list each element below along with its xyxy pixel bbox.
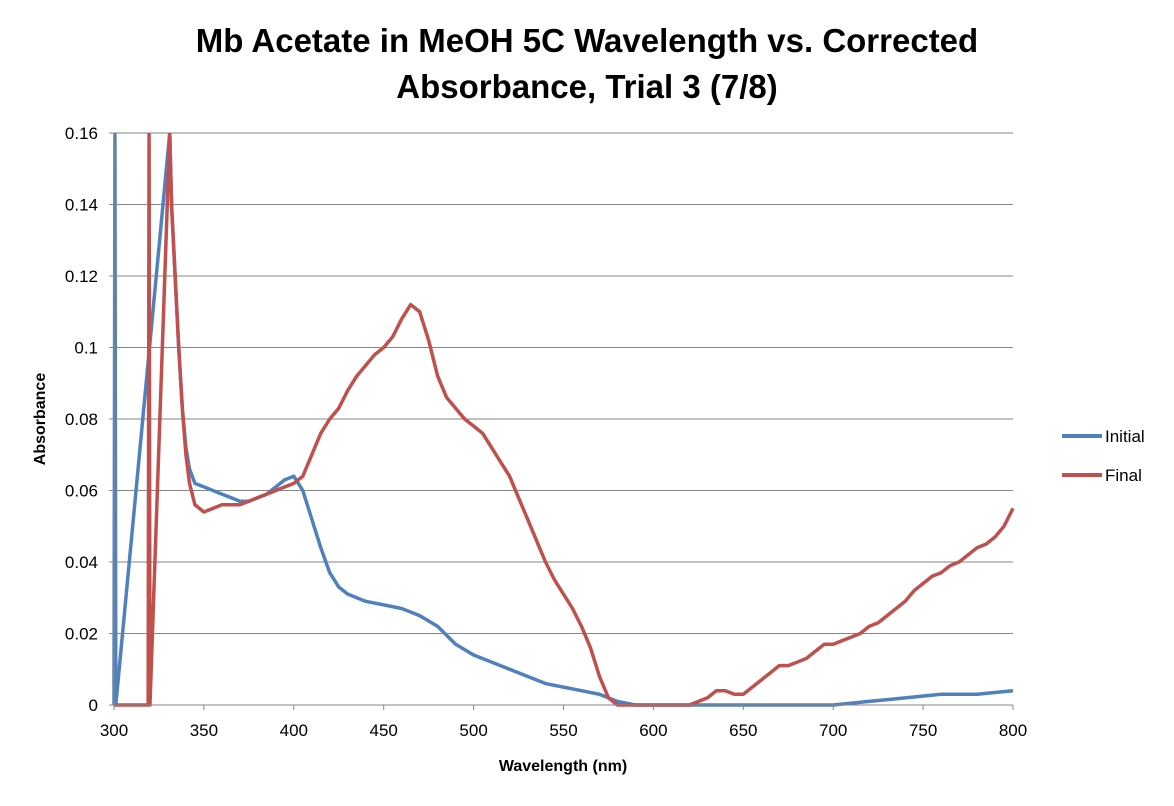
x-tick-label: 550	[549, 721, 577, 740]
x-tick-label: 650	[729, 721, 757, 740]
y-tick-label: 0.14	[65, 196, 98, 215]
legend-label-final: Final	[1105, 466, 1142, 485]
y-axis-label: Absorbance	[32, 373, 49, 466]
x-tick-label: 500	[459, 721, 487, 740]
y-tick-label: 0.04	[65, 553, 98, 572]
y-tick-label: 0.1	[74, 339, 98, 358]
x-tick-label: 600	[639, 721, 667, 740]
legend: Initial Final	[1062, 427, 1145, 485]
x-tick-label: 750	[909, 721, 937, 740]
x-tick-label: 700	[819, 721, 847, 740]
x-tick-label: 350	[190, 721, 218, 740]
x-axis-label: Wavelength (nm)	[499, 758, 627, 775]
chart-title-line1: Mb Acetate in MeOH 5C Wavelength vs. Cor…	[196, 22, 978, 59]
axes: 0 0.02 0.04 0.06 0.08 0.1 0.12 0.14 0.16 300 350 40…	[65, 124, 1027, 740]
y-tick-label: 0.16	[65, 124, 98, 143]
y-tick-label: 0.08	[65, 410, 98, 429]
y-tick-label: 0	[89, 696, 98, 715]
gridlines	[114, 132, 1013, 634]
x-tick-label: 800	[999, 721, 1027, 740]
x-tick-label: 450	[370, 721, 398, 740]
x-tick-label: 400	[280, 721, 308, 740]
legend-label-initial: Initial	[1105, 427, 1145, 446]
y-tick-label: 0.02	[65, 625, 98, 644]
y-tick-label: 0.06	[65, 482, 98, 501]
chart-title-line2: Absorbance, Trial 3 (7/8)	[396, 68, 777, 105]
x-tick-label: 300	[100, 721, 128, 740]
y-tick-label: 0.12	[65, 267, 98, 286]
series-line-final	[114, 133, 1015, 707]
